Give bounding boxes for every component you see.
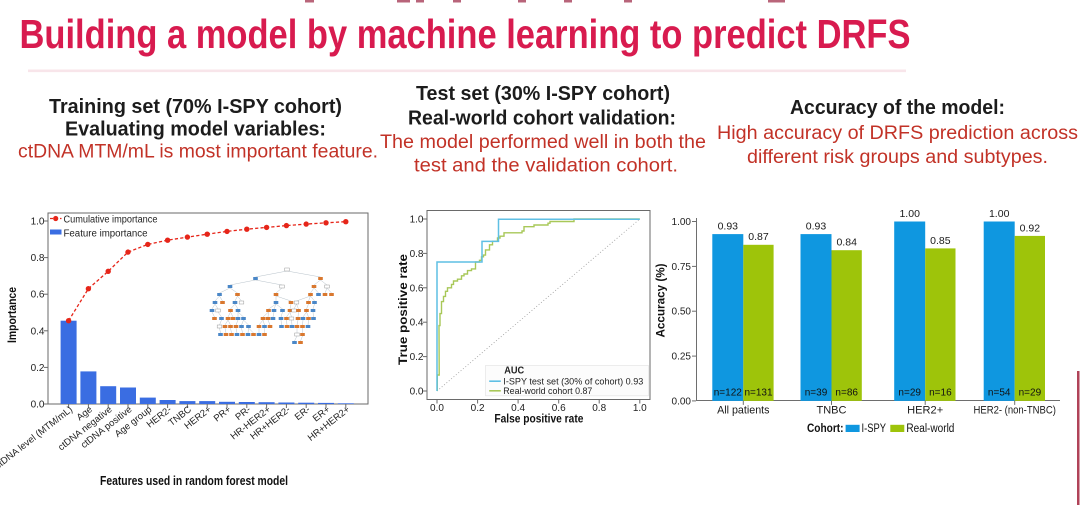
svg-text:I-SPY test set (30% of cohort): I-SPY test set (30% of cohort) 0.93 xyxy=(503,377,643,388)
svg-text:Training set (70% I-SPY cohort: Training set (70% I-SPY cohort) xyxy=(49,96,342,118)
svg-text:TNBC: TNBC xyxy=(817,405,847,417)
svg-text:0.6: 0.6 xyxy=(31,290,45,301)
svg-text:True positive rate: True positive rate xyxy=(398,254,410,365)
svg-text:1.0: 1.0 xyxy=(31,217,45,228)
svg-text:0.8: 0.8 xyxy=(592,403,606,414)
svg-text:Accuracy (%): Accuracy (%) xyxy=(656,263,668,337)
svg-text:Cumulative importance: Cumulative importance xyxy=(64,214,158,225)
svg-text:0.50: 0.50 xyxy=(672,307,692,318)
svg-text:0.00: 0.00 xyxy=(672,396,692,407)
svg-text:0.0: 0.0 xyxy=(31,400,45,411)
svg-text:0.4: 0.4 xyxy=(511,403,525,414)
svg-text:Real-world: Real-world xyxy=(906,423,954,435)
svg-text:Features used in random forest: Features used in random forest model xyxy=(100,473,288,488)
svg-text:0.93: 0.93 xyxy=(718,221,739,233)
svg-text:n=86: n=86 xyxy=(835,387,858,398)
svg-text:n=29: n=29 xyxy=(898,387,921,398)
svg-text:0.8: 0.8 xyxy=(31,253,45,264)
svg-text:ER-: ER- xyxy=(293,404,313,423)
svg-text:Real-world cohort 0.87: Real-world cohort 0.87 xyxy=(503,386,592,397)
svg-text:0.85: 0.85 xyxy=(930,235,951,247)
svg-text:n=29: n=29 xyxy=(1019,387,1042,398)
svg-text:Importance: Importance xyxy=(7,287,19,343)
svg-text:HER2- (non-TNBC): HER2- (non-TNBC) xyxy=(974,405,1056,417)
svg-text:0.4: 0.4 xyxy=(410,318,424,329)
svg-text:I-SPY: I-SPY xyxy=(862,423,887,435)
svg-text:Building a model by machine le: Building a model by machine learning to … xyxy=(20,11,911,57)
svg-text:High accuracy of DRFS predicti: High accuracy of DRFS prediction across xyxy=(717,123,1078,144)
svg-text:All patients: All patients xyxy=(717,405,770,417)
svg-text:Cohort:: Cohort: xyxy=(807,423,844,435)
svg-text:0.0: 0.0 xyxy=(410,387,424,398)
svg-text:PR+: PR+ xyxy=(212,404,234,424)
svg-text:1.0: 1.0 xyxy=(410,215,424,226)
svg-text:different risk groups and subt: different risk groups and subtypes. xyxy=(747,147,1048,168)
svg-text:0.92: 0.92 xyxy=(1020,222,1041,234)
svg-text:0.0: 0.0 xyxy=(430,403,444,414)
svg-text:False positive rate: False positive rate xyxy=(494,413,583,425)
svg-text:0.25: 0.25 xyxy=(672,352,692,363)
svg-text:n=39: n=39 xyxy=(805,387,828,398)
svg-text:n=16: n=16 xyxy=(929,387,952,398)
svg-text:0.6: 0.6 xyxy=(410,283,424,294)
svg-text:0.84: 0.84 xyxy=(836,237,857,249)
svg-text:1.00: 1.00 xyxy=(672,217,692,228)
svg-text:0.2: 0.2 xyxy=(31,363,45,374)
svg-text:Feature importance: Feature importance xyxy=(64,229,148,240)
svg-text:The model performed well in bo: The model performed well in both the xyxy=(380,132,706,153)
svg-text:0.75: 0.75 xyxy=(672,262,692,273)
svg-text:0.8: 0.8 xyxy=(410,249,424,260)
svg-text:1.00: 1.00 xyxy=(899,208,920,220)
svg-text:n=54: n=54 xyxy=(988,387,1011,398)
svg-text:n=122: n=122 xyxy=(714,387,743,398)
svg-text:0.2: 0.2 xyxy=(410,352,424,363)
svg-text:0.93: 0.93 xyxy=(806,221,827,233)
svg-text:0.6: 0.6 xyxy=(552,403,566,414)
svg-text:0.4: 0.4 xyxy=(31,326,45,337)
svg-text:n=131: n=131 xyxy=(744,387,773,398)
svg-text:0.87: 0.87 xyxy=(748,231,769,243)
svg-text:0.2: 0.2 xyxy=(471,403,485,414)
svg-text:test and the validation cohort: test and the validation cohort. xyxy=(414,156,678,177)
svg-text:Evaluating model variables:: Evaluating model variables: xyxy=(65,118,326,140)
svg-text:AUC: AUC xyxy=(504,365,524,377)
svg-text:Accuracy of the model:: Accuracy of the model: xyxy=(790,97,1005,119)
svg-text:ctDNA MTM/mL is most important: ctDNA MTM/mL is most important feature. xyxy=(18,142,378,163)
svg-text:1.00: 1.00 xyxy=(989,208,1010,220)
svg-text:Test set (30% I-SPY cohort): Test set (30% I-SPY cohort) xyxy=(416,83,670,105)
svg-text:1.0: 1.0 xyxy=(633,403,647,414)
svg-text:Real-world cohort validation:: Real-world cohort validation: xyxy=(408,107,676,129)
svg-text:HER2+: HER2+ xyxy=(907,405,943,417)
